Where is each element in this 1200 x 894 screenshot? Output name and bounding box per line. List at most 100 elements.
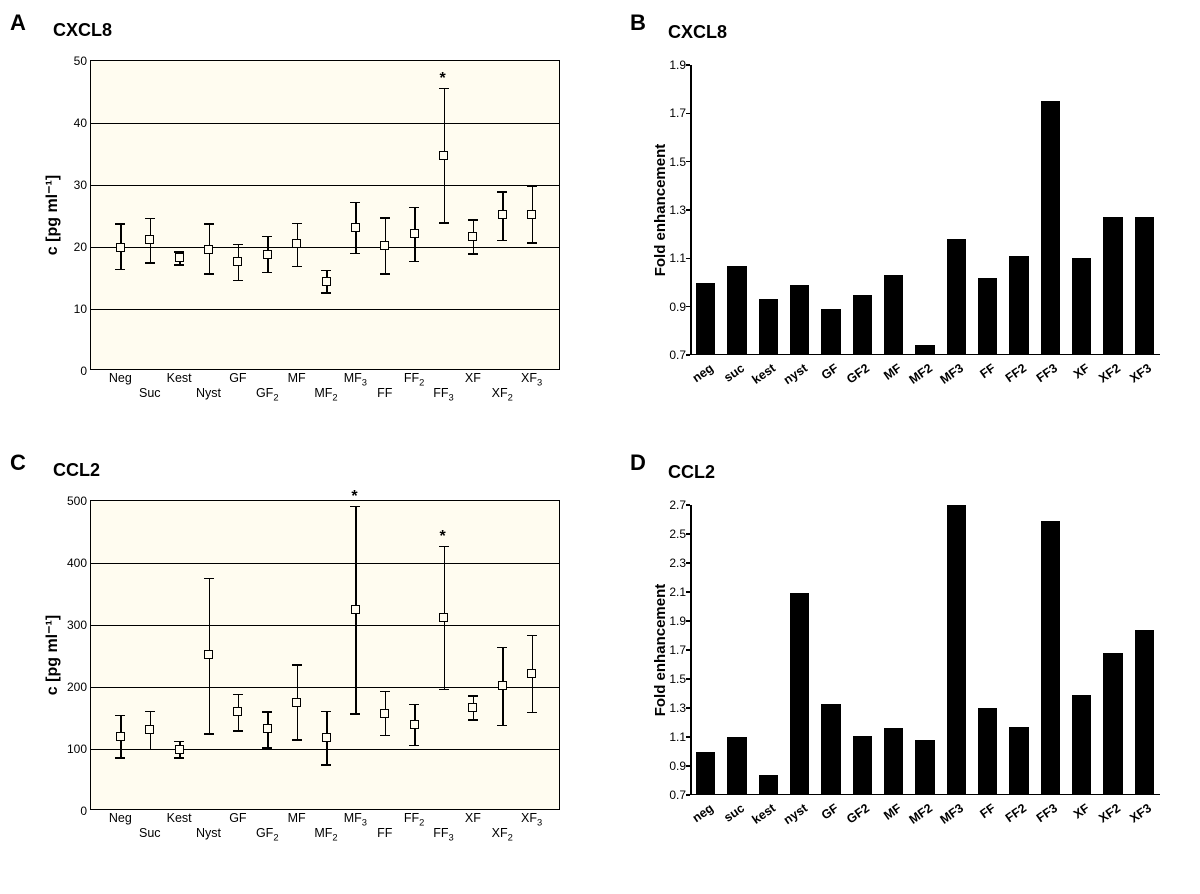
y-tick-label: 0 xyxy=(80,364,91,378)
x-tick-label: XF xyxy=(465,811,481,825)
data-point xyxy=(209,249,210,250)
marker xyxy=(145,235,154,244)
x-tick-label: nyst xyxy=(781,801,810,827)
x-tick-label: Suc xyxy=(139,826,161,840)
y-tick-mark xyxy=(686,736,690,738)
data-point xyxy=(297,244,298,245)
marker xyxy=(468,703,477,712)
x-tick-label: MF2 xyxy=(314,826,337,843)
x-tick-label: FF xyxy=(977,361,998,381)
x-tick-label: XF3 xyxy=(521,371,542,388)
data-point xyxy=(414,234,415,235)
gridline xyxy=(91,625,559,626)
x-tick-label: suc xyxy=(721,361,747,385)
x-tick-label: FF3 xyxy=(1034,801,1060,825)
y-tick-mark xyxy=(686,765,690,767)
y-tick-label: 50 xyxy=(74,54,91,68)
y-tick-label: 400 xyxy=(67,556,91,570)
y-tick-mark xyxy=(686,113,690,115)
gridline xyxy=(91,185,559,186)
marker xyxy=(351,223,360,232)
bar xyxy=(1041,101,1060,355)
bar xyxy=(978,708,997,795)
x-tick-label: MF3 xyxy=(938,361,967,387)
y-axis-label: Fold enhancement xyxy=(652,144,669,277)
x-tick-label: MF xyxy=(881,361,904,383)
marker xyxy=(322,733,331,742)
y-tick-label: 500 xyxy=(67,494,91,508)
data-point: * xyxy=(444,155,445,156)
y-tick-mark xyxy=(686,707,690,709)
gridline xyxy=(91,749,559,750)
gridline xyxy=(91,309,559,310)
x-tick-label: MF xyxy=(288,371,306,385)
data-point xyxy=(326,738,327,739)
marker xyxy=(527,210,536,219)
y-tick-mark xyxy=(686,533,690,535)
x-tick-label: XF2 xyxy=(492,386,513,403)
panel-title: CCL2 xyxy=(53,460,100,481)
data-point xyxy=(385,245,386,246)
panel-letter: C xyxy=(10,450,26,476)
marker xyxy=(468,232,477,241)
data-point xyxy=(502,215,503,216)
x-tick-label: Neg xyxy=(109,811,132,825)
marker xyxy=(116,732,125,741)
x-tick-label: MF3 xyxy=(344,811,367,828)
x-tick-label: XF3 xyxy=(1127,801,1154,826)
data-point xyxy=(532,214,533,215)
panel-d: D CCL20.70.91.11.31.51.71.92.12.32.52.7n… xyxy=(630,450,1190,870)
x-tick-label: nyst xyxy=(781,361,810,387)
marker xyxy=(175,253,184,262)
significance-star: * xyxy=(440,71,446,87)
gridline xyxy=(91,687,559,688)
x-tick-label: FF2 xyxy=(1003,801,1029,825)
x-tick-label: FF2 xyxy=(404,811,425,828)
y-tick-mark xyxy=(686,209,690,211)
x-tick-label: MF2 xyxy=(906,361,935,387)
marker xyxy=(498,210,507,219)
significance-star: * xyxy=(351,489,357,505)
x-tick-label: XF3 xyxy=(521,811,542,828)
x-tick-label: FF3 xyxy=(433,386,454,403)
x-tick-label: Nyst xyxy=(196,386,221,400)
bar xyxy=(947,505,966,795)
data-point xyxy=(414,724,415,725)
bar xyxy=(1009,727,1028,795)
significance-star: * xyxy=(440,529,446,545)
y-axis-label: c [pg ml⁻¹] xyxy=(42,175,62,255)
x-tick-label: XF2 xyxy=(492,826,513,843)
x-tick-label: FF3 xyxy=(433,826,454,843)
bar xyxy=(1072,695,1091,795)
marker xyxy=(145,725,154,734)
x-tick-label: Kest xyxy=(167,811,192,825)
x-tick-label: FF xyxy=(377,386,392,400)
x-tick-label: XF xyxy=(1071,801,1092,822)
data-point xyxy=(150,240,151,241)
marker xyxy=(322,277,331,286)
x-tick-label: MF2 xyxy=(314,386,337,403)
y-axis xyxy=(690,505,692,795)
marker xyxy=(175,745,184,754)
y-tick-mark xyxy=(686,794,690,796)
y-axis-label: c [pg ml⁻¹] xyxy=(42,615,62,695)
marker xyxy=(439,613,448,622)
panel-title: CCL2 xyxy=(668,462,715,483)
x-tick-label: Suc xyxy=(139,386,161,400)
y-axis-label: Fold enhancement xyxy=(652,584,669,717)
marker xyxy=(263,724,272,733)
marker xyxy=(498,681,507,690)
bar xyxy=(790,593,809,795)
panel-title: CXCL8 xyxy=(668,22,727,43)
gridline xyxy=(91,563,559,564)
x-tick-label: suc xyxy=(721,801,747,825)
data-point xyxy=(473,236,474,237)
marker xyxy=(527,669,536,678)
data-point xyxy=(150,729,151,730)
y-tick-mark xyxy=(686,649,690,651)
data-point xyxy=(209,655,210,656)
x-tick-label: XF2 xyxy=(1096,801,1123,826)
panel-letter: D xyxy=(630,450,646,476)
panel-b: B CXCL80.70.91.11.31.51.71.9negsuckestny… xyxy=(630,10,1190,430)
y-tick-label: 10 xyxy=(74,302,91,316)
